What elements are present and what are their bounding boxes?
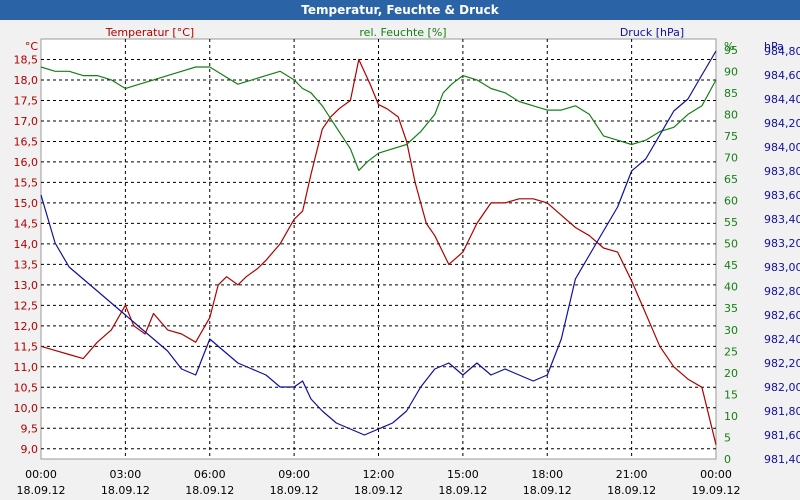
pressure-tick-label: 983,20	[764, 237, 800, 250]
temperature-tick-label: 14,5	[14, 217, 39, 230]
temperature-tick-label: 11,5	[14, 340, 39, 353]
temperature-tick-label: 9,5	[21, 422, 39, 435]
pressure-tick-label: 982,00	[764, 381, 800, 394]
pressure-tick-label: 982,60	[764, 309, 800, 322]
humidity-tick-label: 85	[724, 87, 738, 100]
humidity-tick-label: 65	[724, 173, 738, 186]
temperature-tick-label: 18,5	[14, 53, 39, 66]
temperature-unit: °C	[25, 40, 39, 53]
temperature-axis-label: Temperatur [°C]	[105, 26, 194, 39]
chart-title: Temperatur, Feuchte & Druck	[0, 0, 800, 20]
humidity-unit: %	[724, 40, 734, 53]
x-tick-date: 18.09.12	[438, 484, 487, 497]
humidity-tick-label: 60	[724, 195, 738, 208]
pressure-tick-label: 982,20	[764, 357, 800, 370]
x-tick-date: 18.09.12	[270, 484, 319, 497]
temperature-tick-label: 18,0	[14, 74, 39, 87]
humidity-tick-label: 25	[724, 345, 738, 358]
pressure-tick-label: 983,00	[764, 261, 800, 274]
temperature-tick-label: 15,0	[14, 197, 39, 210]
temperature-series-line	[40, 58, 717, 445]
pressure-tick-label: 982,80	[764, 285, 800, 298]
chart: Temperatur [°C] rel. Feuchte [%] Druck […	[14, 26, 800, 497]
humidity-tick-label: 80	[724, 108, 738, 121]
humidity-tick-label: 30	[724, 324, 738, 337]
vertical-grid	[124, 39, 633, 459]
humidity-tick-label: 90	[724, 65, 738, 78]
series-lines	[40, 50, 717, 445]
x-tick-time: 00:00	[700, 468, 732, 481]
humidity-series-line	[40, 66, 717, 171]
pressure-tick-label: 981,80	[764, 405, 800, 418]
x-tick-time: 12:00	[363, 468, 395, 481]
pressure-unit: hPa	[764, 40, 784, 53]
pressure-axis-label: Druck [hPa]	[620, 26, 684, 39]
x-tick-time: 21:00	[616, 468, 648, 481]
time-ticks: 00:00 18.09.12 03:00 18.09.12 06:00 18.09.12 0…	[17, 468, 741, 497]
humidity-tick-label: 15	[724, 388, 738, 401]
x-tick-date: 18.09.12	[185, 484, 234, 497]
temperature-tick-label: 12,0	[14, 320, 39, 333]
temperature-tick-label: 16,0	[14, 156, 39, 169]
temperature-tick-label: 10,5	[14, 381, 39, 394]
humidity-tick-label: 45	[724, 259, 738, 272]
pressure-tick-label: 983,80	[764, 165, 800, 178]
humidity-tick-label: 75	[724, 130, 738, 143]
humidity-tick-label: 10	[724, 410, 738, 423]
x-tick-date: 18.09.12	[354, 484, 403, 497]
pressure-tick-label: 983,40	[764, 213, 800, 226]
temperature-tick-label: 15,5	[14, 176, 39, 189]
pressure-tick-label: 984,80	[764, 45, 800, 58]
pressure-tick-label: 981,60	[764, 429, 800, 442]
temperature-tick-label: 16,5	[14, 135, 39, 148]
x-tick-time: 18:00	[531, 468, 563, 481]
pressure-tick-label: 984,20	[764, 117, 800, 130]
pressure-tick-label: 983,60	[764, 189, 800, 202]
x-tick-time: 03:00	[110, 468, 142, 481]
x-tick-time: 06:00	[194, 468, 226, 481]
temperature-tick-label: 11,0	[14, 361, 39, 374]
horizontal-grid	[41, 58, 716, 450]
humidity-tick-label: 35	[724, 302, 738, 315]
humidity-tick-label: 70	[724, 151, 738, 164]
pressure-tick-label: 981,40	[764, 453, 800, 466]
humidity-tick-label: 95	[724, 44, 738, 57]
temperature-tick-label: 10,0	[14, 402, 39, 415]
pressure-tick-label: 984,40	[764, 93, 800, 106]
pressure-tick-label: 982,40	[764, 333, 800, 346]
temperature-tick-label: 13,0	[14, 279, 39, 292]
x-tick-date: 18.09.12	[607, 484, 656, 497]
x-tick-time: 00:00	[25, 468, 57, 481]
pressure-tick-label: 984,00	[764, 141, 800, 154]
temperature-tick-label: 12,5	[14, 299, 39, 312]
humidity-axis-label: rel. Feuchte [%]	[359, 26, 446, 39]
humidity-ticks: 0 5 10 15 20 25 30 35 40 45 50 55 60 65 70 75 80 85 90 95	[724, 44, 738, 466]
x-tick-date: 18.09.12	[523, 484, 572, 497]
humidity-tick-label: 50	[724, 238, 738, 251]
humidity-tick-label: 5	[724, 431, 731, 444]
x-tick-date: 19.09.12	[692, 484, 741, 497]
humidity-tick-label: 20	[724, 367, 738, 380]
humidity-tick-label: 55	[724, 216, 738, 229]
temperature-tick-label: 17,0	[14, 115, 39, 128]
temperature-tick-label: 17,5	[14, 94, 39, 107]
pressure-ticks: 981,40 981,60 981,80 982,00 982,20 982,40 982,…	[764, 45, 800, 466]
temperature-ticks: 9,0 9,5 10,0 10,5 11,0 11,5 12,0 12,5 13,0 13,5 14…	[14, 53, 39, 455]
x-tick-date: 18.09.12	[17, 484, 66, 497]
humidity-tick-label: 0	[724, 453, 731, 466]
temperature-tick-label: 9,0	[21, 443, 39, 456]
x-tick-time: 15:00	[447, 468, 479, 481]
x-tick-date: 18.09.12	[101, 484, 150, 497]
temperature-tick-label: 14,0	[14, 238, 39, 251]
pressure-series-line	[40, 50, 717, 436]
pressure-tick-label: 984,60	[764, 69, 800, 82]
x-tick-time: 09:00	[278, 468, 310, 481]
humidity-tick-label: 40	[724, 281, 738, 294]
temperature-tick-label: 13,5	[14, 258, 39, 271]
